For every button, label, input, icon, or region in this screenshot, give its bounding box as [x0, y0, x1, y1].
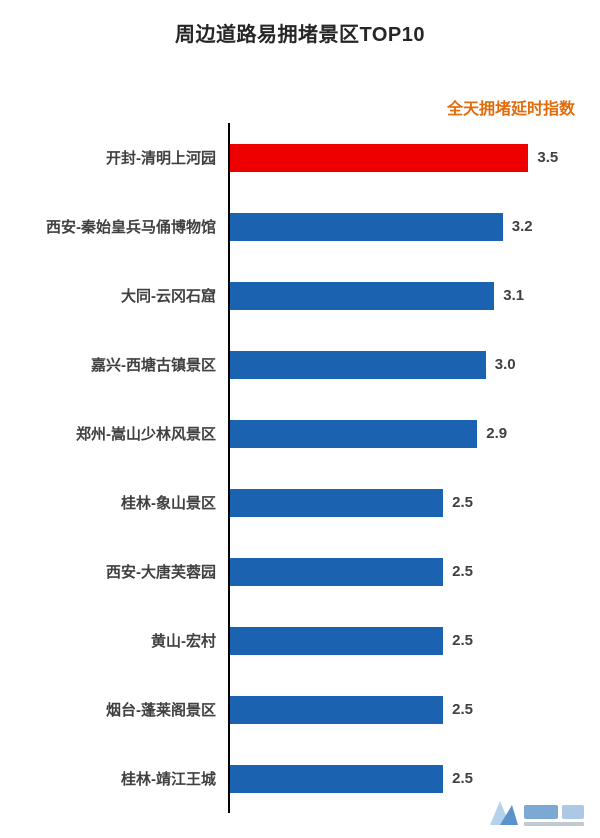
horizontal-bar-chart: 开封-清明上河园 3.5 西安-秦始皇兵马俑博物馆 3.2 大同-云冈石窟 3.1 嘉兴-西…	[0, 123, 600, 813]
bar-track: 2.5	[228, 606, 600, 675]
bar	[230, 488, 444, 517]
value-label: 3.5	[537, 149, 559, 166]
bar-track: 2.9	[228, 399, 600, 468]
category-label: 桂林-象山景区	[121, 495, 216, 512]
bar-track: 3.5	[228, 123, 600, 192]
bar-track: 2.5	[228, 744, 600, 813]
category-label: 烟台-蓬莱阁景区	[106, 702, 216, 719]
category-label: 黄山-宏村	[151, 633, 216, 650]
bar-track: 3.0	[228, 330, 600, 399]
value-label: 2.5	[452, 770, 473, 787]
chart-row: 西安-大唐芙蓉园 2.5	[0, 537, 600, 606]
bar	[230, 764, 444, 793]
category-label: 嘉兴-西塘古镇景区	[91, 357, 216, 374]
bar	[230, 212, 503, 241]
bar	[230, 419, 478, 448]
category-label: 西安-秦始皇兵马俑博物馆	[46, 219, 216, 236]
bar-track: 2.5	[228, 675, 600, 744]
value-label: 3.1	[503, 287, 525, 304]
chart-row: 桂林-象山景区 2.5	[0, 468, 600, 537]
value-label: 2.5	[452, 632, 473, 649]
value-label: 2.5	[452, 563, 473, 580]
bar	[230, 350, 486, 379]
bar-track: 3.1	[228, 261, 600, 330]
bar	[230, 557, 444, 586]
bar	[230, 143, 529, 172]
chart-row: 黄山-宏村 2.5	[0, 606, 600, 675]
category-label: 开封-清明上河园	[106, 150, 216, 167]
bar	[230, 281, 495, 310]
value-label: 2.5	[452, 701, 473, 718]
bar	[230, 695, 444, 724]
bar-track: 2.5	[228, 468, 600, 537]
category-label: 大同-云冈石窟	[121, 288, 216, 305]
value-label: 2.5	[452, 494, 473, 511]
category-label: 桂林-靖江王城	[121, 771, 216, 788]
bar	[230, 626, 444, 655]
logo-watermark	[488, 795, 596, 836]
chart-row: 郑州-嵩山少林风景区 2.9	[0, 399, 600, 468]
chart-row: 西安-秦始皇兵马俑博物馆 3.2	[0, 192, 600, 261]
chart-row: 桂林-靖江王城 2.5	[0, 744, 600, 813]
chart-title: 周边道路易拥堵景区TOP10	[175, 24, 425, 46]
category-label: 郑州-嵩山少林风景区	[76, 426, 216, 443]
bar-track: 2.5	[228, 537, 600, 606]
legend-label: 全天拥堵延时指数	[446, 101, 575, 118]
chart-row: 大同-云冈石窟 3.1	[0, 261, 600, 330]
value-label: 3.0	[494, 356, 516, 373]
value-label: 3.2	[511, 218, 533, 235]
category-label: 西安-大唐芙蓉园	[106, 564, 216, 581]
bar-track: 3.2	[228, 192, 600, 261]
value-label: 2.9	[486, 425, 508, 442]
chart-row: 烟台-蓬莱阁景区 2.5	[0, 675, 600, 744]
chart-row: 开封-清明上河园 3.5	[0, 123, 600, 192]
chart-row: 嘉兴-西塘古镇景区 3.0	[0, 330, 600, 399]
